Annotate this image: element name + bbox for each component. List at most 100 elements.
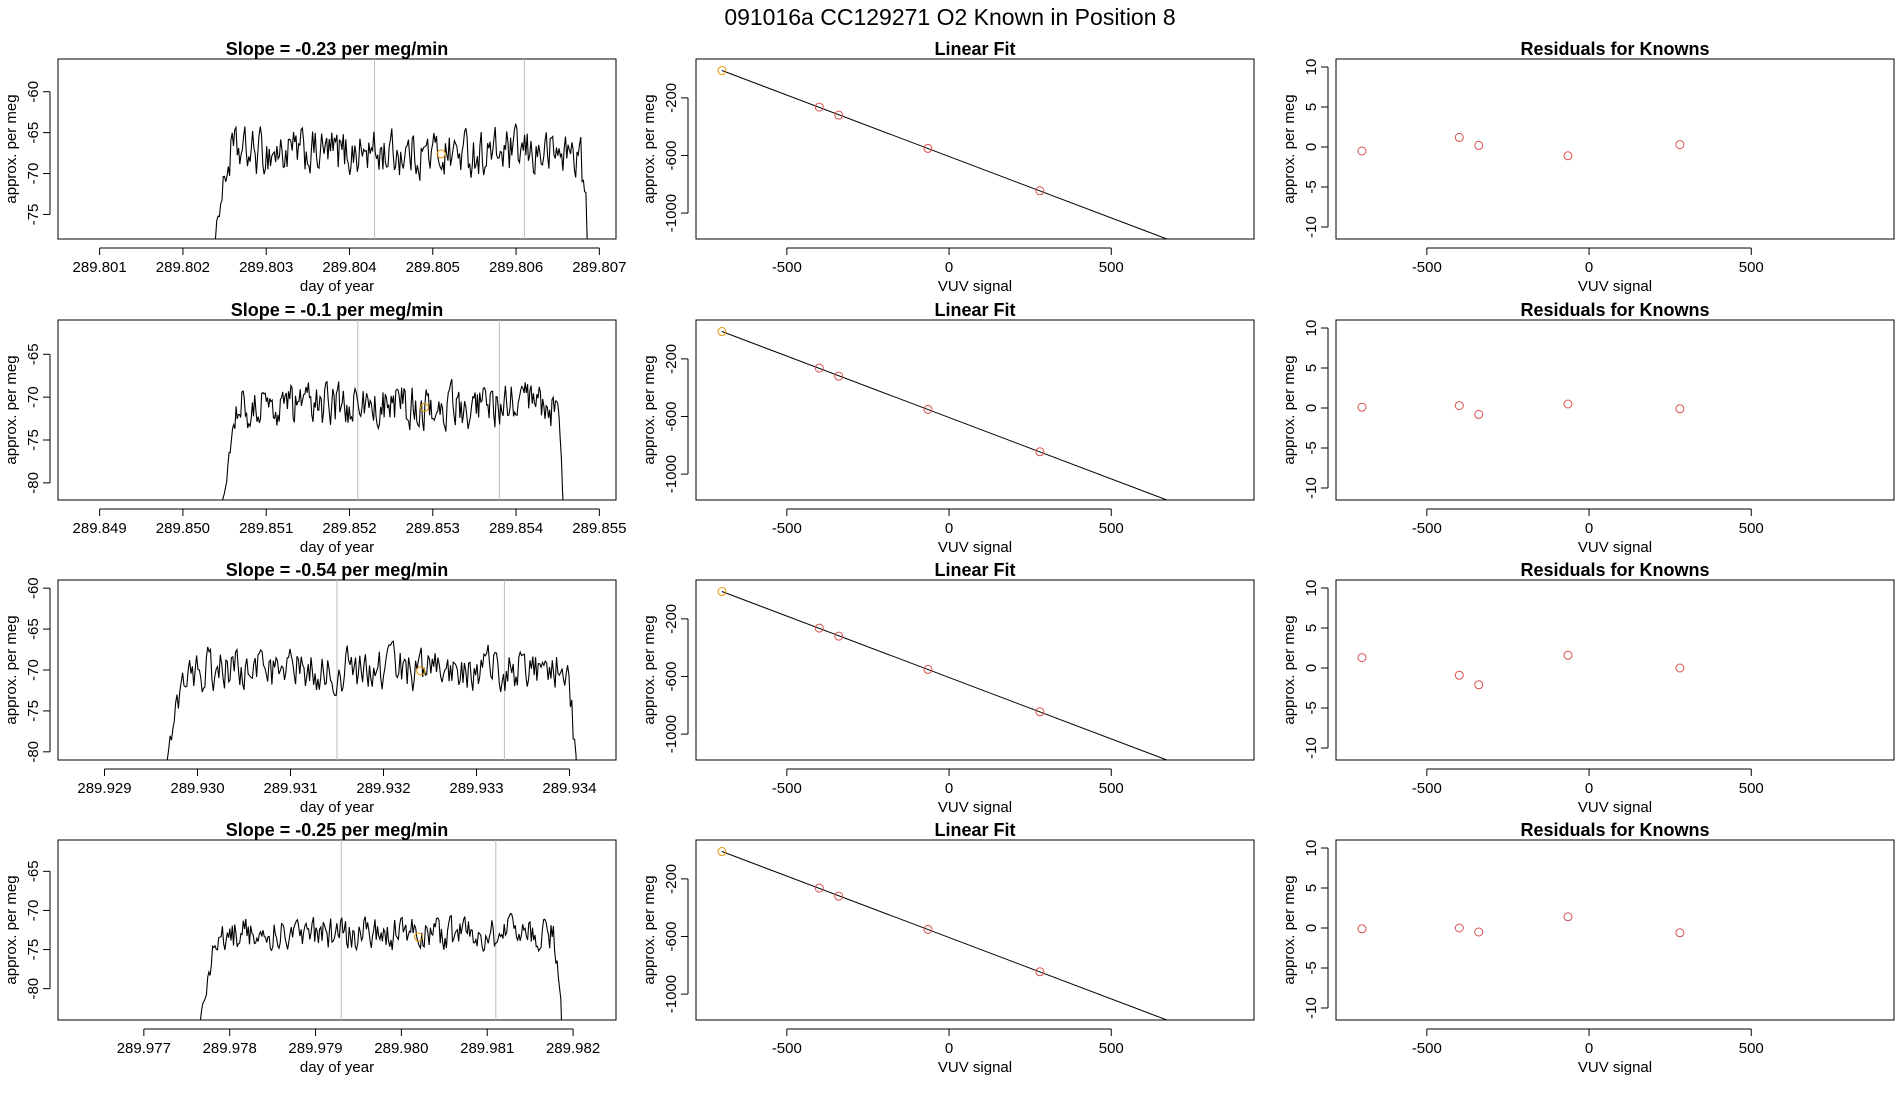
y-axis-label: approx. per meg [1281,94,1298,203]
panel-residuals-row-4: Residuals for Knowns -500 0 500 VUV signal -1… [1281,820,1895,1076]
y-tick-label: -200 [663,604,680,634]
x-tick-label: 289.853 [406,520,460,537]
y-axis-label: approx. per meg [1281,355,1298,464]
x-tick-label: 289.805 [406,259,460,276]
x-tick-label: 500 [1099,780,1124,797]
x-tick-label: 500 [1099,259,1124,276]
y-tick-label: -1000 [663,194,680,232]
fit-line [721,851,1169,1020]
panel-title: Residuals for Knowns [1520,39,1709,59]
x-tick-label: 289.980 [374,1040,428,1057]
y-tick-label: -70 [25,659,42,681]
x-tick-label: 289.852 [322,520,376,537]
fit-data-point [834,891,844,901]
panel-title: Residuals for Knowns [1520,300,1709,320]
x-tick-label: 289.802 [156,259,210,276]
y-tick-label: 0 [1303,664,1320,672]
residual-point [1454,132,1464,142]
plot-frame [695,839,1255,1021]
panel-timeseries-row-1: Slope = -0.23 per meg/min 289.801 289.802 2… [3,39,626,295]
panel-timeseries-row-4: Slope = -0.25 per meg/min 289.977 289.978 2… [3,820,617,1076]
x-tick-label: 289.849 [73,520,127,537]
y-tick-label: 0 [1303,924,1320,932]
panel-title: Linear Fit [934,560,1015,580]
y-tick-label: -60 [25,577,42,599]
y-tick-label: -200 [663,864,680,894]
x-tick-label: 289.806 [489,259,543,276]
y-tick-label: -80 [25,741,42,763]
x-tick-label: 500 [1099,520,1124,537]
fit-data-point [834,631,844,641]
y-tick-label: -60 [25,81,42,103]
y-axis-label: approx. per meg [3,94,20,203]
plot-frame [695,319,1255,501]
plot-area [717,327,1169,500]
x-axis-label: VUV signal [1578,278,1652,295]
x-tick-label: 289.932 [356,780,410,797]
fit-data-point [717,847,727,857]
x-tick-label: 289.931 [263,780,317,797]
x-tick-label: 289.807 [572,259,626,276]
x-tick-label: 289.804 [322,259,376,276]
plot-area [222,320,564,500]
x-tick-label: 289.854 [489,520,543,537]
x-tick-label: -500 [1412,520,1442,537]
plot-area [166,580,577,760]
panel-linear_fit-row-1: Linear Fit -500 0 500 VUV signal -1000 -600 -20… [641,39,1255,295]
x-axis-label: day of year [300,1059,374,1076]
y-tick-label: 5 [1303,884,1320,892]
y-tick-label: -10 [1303,997,1320,1019]
fit-data-point [717,66,727,76]
residual-point [1563,650,1573,660]
residual-point [1675,663,1685,673]
x-axis-label: VUV signal [938,799,1012,816]
y-axis-label: approx. per meg [3,355,20,464]
y-tick-label: -1000 [663,715,680,753]
x-axis-label: VUV signal [938,1059,1012,1076]
plot-frame [1335,319,1895,501]
x-tick-label: 289.934 [542,780,596,797]
y-tick-label: -10 [1303,477,1320,499]
y-tick-label: 5 [1303,624,1320,632]
fit-data-point [1035,447,1045,457]
panel-title: Linear Fit [934,39,1015,59]
x-tick-label: 289.801 [73,259,127,276]
residual-point [1357,653,1367,663]
highlight-point [419,402,429,412]
fit-data-point [834,110,844,120]
x-tick-label: 289.978 [203,1040,257,1057]
y-tick-label: -200 [663,344,680,374]
plot-area [1357,399,1685,419]
panel-grid: Slope = -0.23 per meg/min 289.801 289.802 2… [3,39,1895,1076]
x-axis-label: VUV signal [938,278,1012,295]
plot-area [717,847,1169,1020]
y-tick-label: -75 [25,204,42,226]
plot-area [199,840,563,1020]
panel-residuals-row-3: Residuals for Knowns -500 0 500 VUV signal -1… [1281,560,1895,816]
plot-area [1357,912,1685,938]
highlight-point [416,666,426,676]
x-axis-label: VUV signal [1578,539,1652,556]
plot-frame [1335,839,1895,1021]
fit-data-point [814,102,824,112]
residual-point [1474,927,1484,937]
y-axis-label: approx. per meg [641,355,658,464]
residual-point [1474,409,1484,419]
fit-data-point [814,623,824,633]
y-tick-label: -70 [25,163,42,185]
x-tick-label: -500 [1412,1040,1442,1057]
residual-point [1675,140,1685,150]
signal-line [199,912,563,1020]
fit-data-point [1035,186,1045,196]
fit-line [721,331,1169,500]
fit-data-point [814,883,824,893]
x-axis-label: VUV signal [938,539,1012,556]
residual-point [1675,404,1685,414]
fit-line [721,70,1169,239]
panel-linear_fit-row-4: Linear Fit -500 0 500 VUV signal -1000 -600 -20… [641,820,1255,1076]
y-tick-label: -600 [663,921,680,951]
y-tick-label: -65 [25,618,42,640]
y-tick-label: -10 [1303,737,1320,759]
x-tick-label: 289.977 [117,1040,171,1057]
fit-data-point [717,587,727,597]
